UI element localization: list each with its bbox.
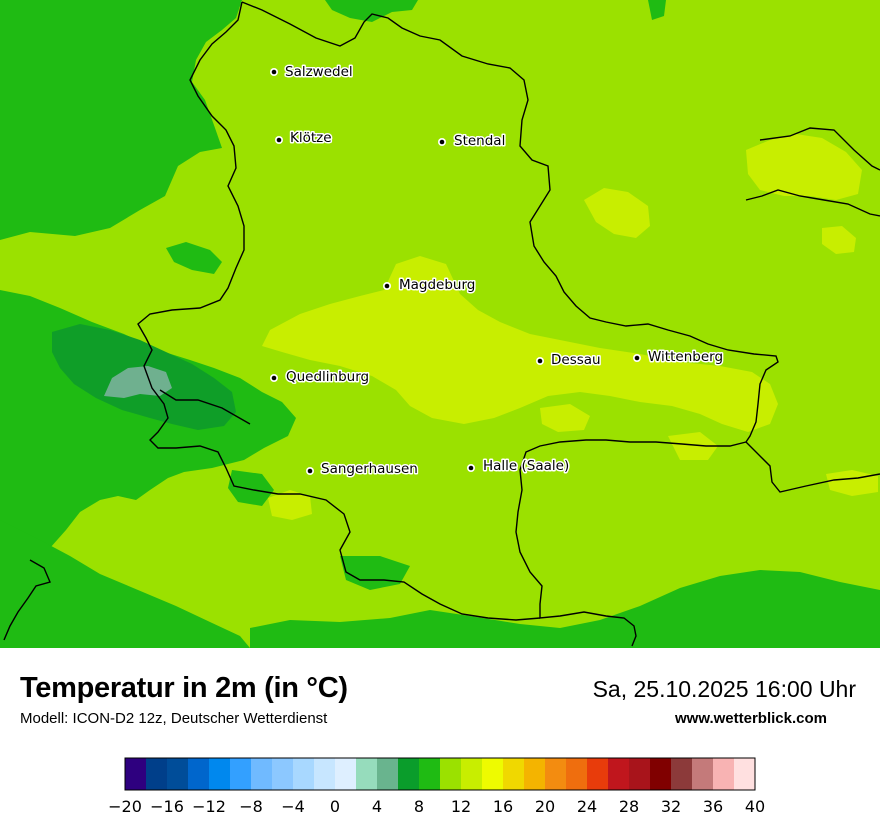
city-label-halo: Wittenberg (648, 349, 723, 365)
legend-swatch (377, 758, 399, 790)
legend-swatch (608, 758, 630, 790)
legend-swatch (524, 758, 546, 790)
legend-swatch (629, 758, 651, 790)
model-source: Modell: ICON-D2 12z, Deutscher Wetterdie… (20, 710, 328, 727)
legend-tick-label: 24 (577, 797, 597, 816)
legend-ticks: −20 −16 −12 −8 −4 0 4 8 12 16 20 24 28 32 36 40 (108, 797, 765, 816)
city-dot-stendal (438, 138, 446, 146)
brocken-teal-area (104, 366, 172, 398)
map-title: Temperatur in 2m (in °C) (20, 672, 348, 704)
legend-swatch (503, 758, 525, 790)
city-label-halo: Salzwedel (285, 64, 353, 80)
city-label-halo: Quedlinburg (286, 369, 369, 385)
city-dot-magdeburg (383, 282, 391, 290)
city-dot-halle (467, 464, 475, 472)
legend-swatch (230, 758, 252, 790)
legend-swatch (545, 758, 567, 790)
legend-swatch (587, 758, 609, 790)
legend-swatches (125, 758, 756, 790)
legend-tick-label: 36 (703, 797, 723, 816)
legend-swatch (146, 758, 168, 790)
legend-tick-label: 0 (330, 797, 340, 816)
city-label-kloetze: Klötze (290, 130, 332, 146)
legend-swatch (650, 758, 672, 790)
warm-lime-light-areas (262, 134, 878, 520)
legend-swatch (440, 758, 462, 790)
city-dot-wittenberg (633, 354, 641, 362)
city-dot-salzwedel (270, 68, 278, 76)
city-label-halo: Klötze (290, 130, 332, 146)
legend-tick-label: 28 (619, 797, 639, 816)
city-label-halo: Dessau (551, 352, 601, 368)
legend-tick-label: 8 (414, 797, 424, 816)
website-link[interactable]: www.wetterblick.com (675, 710, 827, 727)
legend-swatch (566, 758, 588, 790)
legend-swatch (125, 758, 147, 790)
city-dot-quedlinburg (270, 374, 278, 382)
city-label-stendal: Stendal (454, 133, 505, 149)
legend-swatch (251, 758, 273, 790)
city-label-halo: Sangerhausen (321, 461, 418, 477)
legend-tick-label: −8 (239, 797, 263, 816)
city-label-halo: Magdeburg (399, 277, 475, 293)
temperature-map: Salzwedel Salzwedel Klötze Klötze Stenda… (0, 0, 880, 648)
legend-tick-label: 20 (535, 797, 555, 816)
legend-swatch (335, 758, 357, 790)
city-label-sangerhausen: Sangerhausen (321, 461, 418, 477)
legend-svg: −20 −16 −12 −8 −4 0 4 8 12 16 20 24 28 32 36 40 (108, 757, 765, 816)
map-svg: Salzwedel Salzwedel Klötze Klötze Stenda… (0, 0, 880, 648)
legend-swatch (713, 758, 735, 790)
city-label-halle: Halle (Saale) (483, 458, 569, 474)
legend-swatch (293, 758, 315, 790)
legend-frame (124, 757, 756, 791)
legend-swatch (356, 758, 378, 790)
legend-swatch (188, 758, 210, 790)
city-dot-dessau (536, 357, 544, 365)
color-legend: −20 −16 −12 −8 −4 0 4 8 12 16 20 24 28 32 36 40 (0, 750, 880, 830)
legend-tick-label: −20 (108, 797, 142, 816)
legend-swatch (692, 758, 714, 790)
legend-tick-label: 4 (372, 797, 382, 816)
legend-swatch (461, 758, 483, 790)
legend-tick-label: −16 (150, 797, 184, 816)
legend-tick-label: 32 (661, 797, 681, 816)
legend-swatch (482, 758, 504, 790)
legend-swatch (209, 758, 231, 790)
city-label-quedlinburg: Quedlinburg (286, 369, 369, 385)
city-label-magdeburg: Magdeburg (399, 277, 475, 293)
legend-tick-label: 16 (493, 797, 513, 816)
legend-swatch (734, 758, 756, 790)
legend-swatch (419, 758, 441, 790)
legend-swatch (314, 758, 336, 790)
forecast-datetime: Sa, 25.10.2025 16:00 Uhr (592, 676, 856, 702)
city-label-halo: Stendal (454, 133, 505, 149)
city-dot-sangerhausen (306, 467, 314, 475)
legend-tick-label: −4 (281, 797, 305, 816)
legend-swatch (167, 758, 189, 790)
legend-swatch (671, 758, 693, 790)
legend-tick-label: 12 (451, 797, 471, 816)
legend-swatch (272, 758, 294, 790)
city-label-salzwedel: Salzwedel (285, 64, 353, 80)
legend-swatch (398, 758, 420, 790)
city-label-dessau: Dessau (551, 352, 601, 368)
legend-tick-label: 40 (745, 797, 765, 816)
city-dot-kloetze (275, 136, 283, 144)
state-borders (3, 1, 880, 647)
city-label-halo: Halle (Saale) (483, 458, 569, 474)
legend-tick-label: −12 (192, 797, 226, 816)
city-label-wittenberg: Wittenberg (648, 349, 723, 365)
